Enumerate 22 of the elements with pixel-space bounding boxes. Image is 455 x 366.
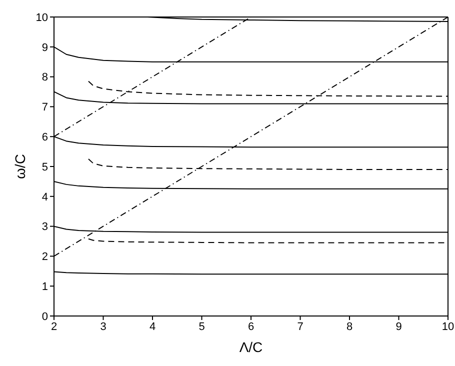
x-tick-label: 10	[442, 320, 454, 333]
y-tick-label: 8	[42, 72, 48, 84]
y-tick-label: 7	[42, 102, 48, 114]
x-tick-label: 6	[248, 320, 254, 333]
x-tick-label: 7	[297, 320, 304, 333]
y-tick-label: 6	[42, 132, 48, 144]
y-axis-title: ω/C	[12, 154, 28, 179]
y-tick-label: 9	[42, 42, 48, 54]
x-tick-label: 3	[100, 320, 106, 333]
x-tick-label: 2	[50, 320, 58, 333]
y-tick-label: 1	[42, 281, 48, 294]
x-tick-label: 8	[346, 320, 353, 333]
y-tick-label: 0	[42, 310, 48, 323]
x-tick-label: 9	[396, 320, 402, 333]
y-tick-label: 10	[36, 12, 48, 24]
y-tick-label: 4	[42, 191, 48, 204]
x-tick-label: 5	[198, 320, 205, 333]
y-tick-label: 3	[42, 221, 48, 234]
x-tick-label: 4	[149, 320, 156, 333]
y-tick-label: 5	[42, 161, 48, 174]
x-axis-title: Λ/C	[239, 339, 263, 355]
y-tick-label: 2	[42, 251, 48, 264]
